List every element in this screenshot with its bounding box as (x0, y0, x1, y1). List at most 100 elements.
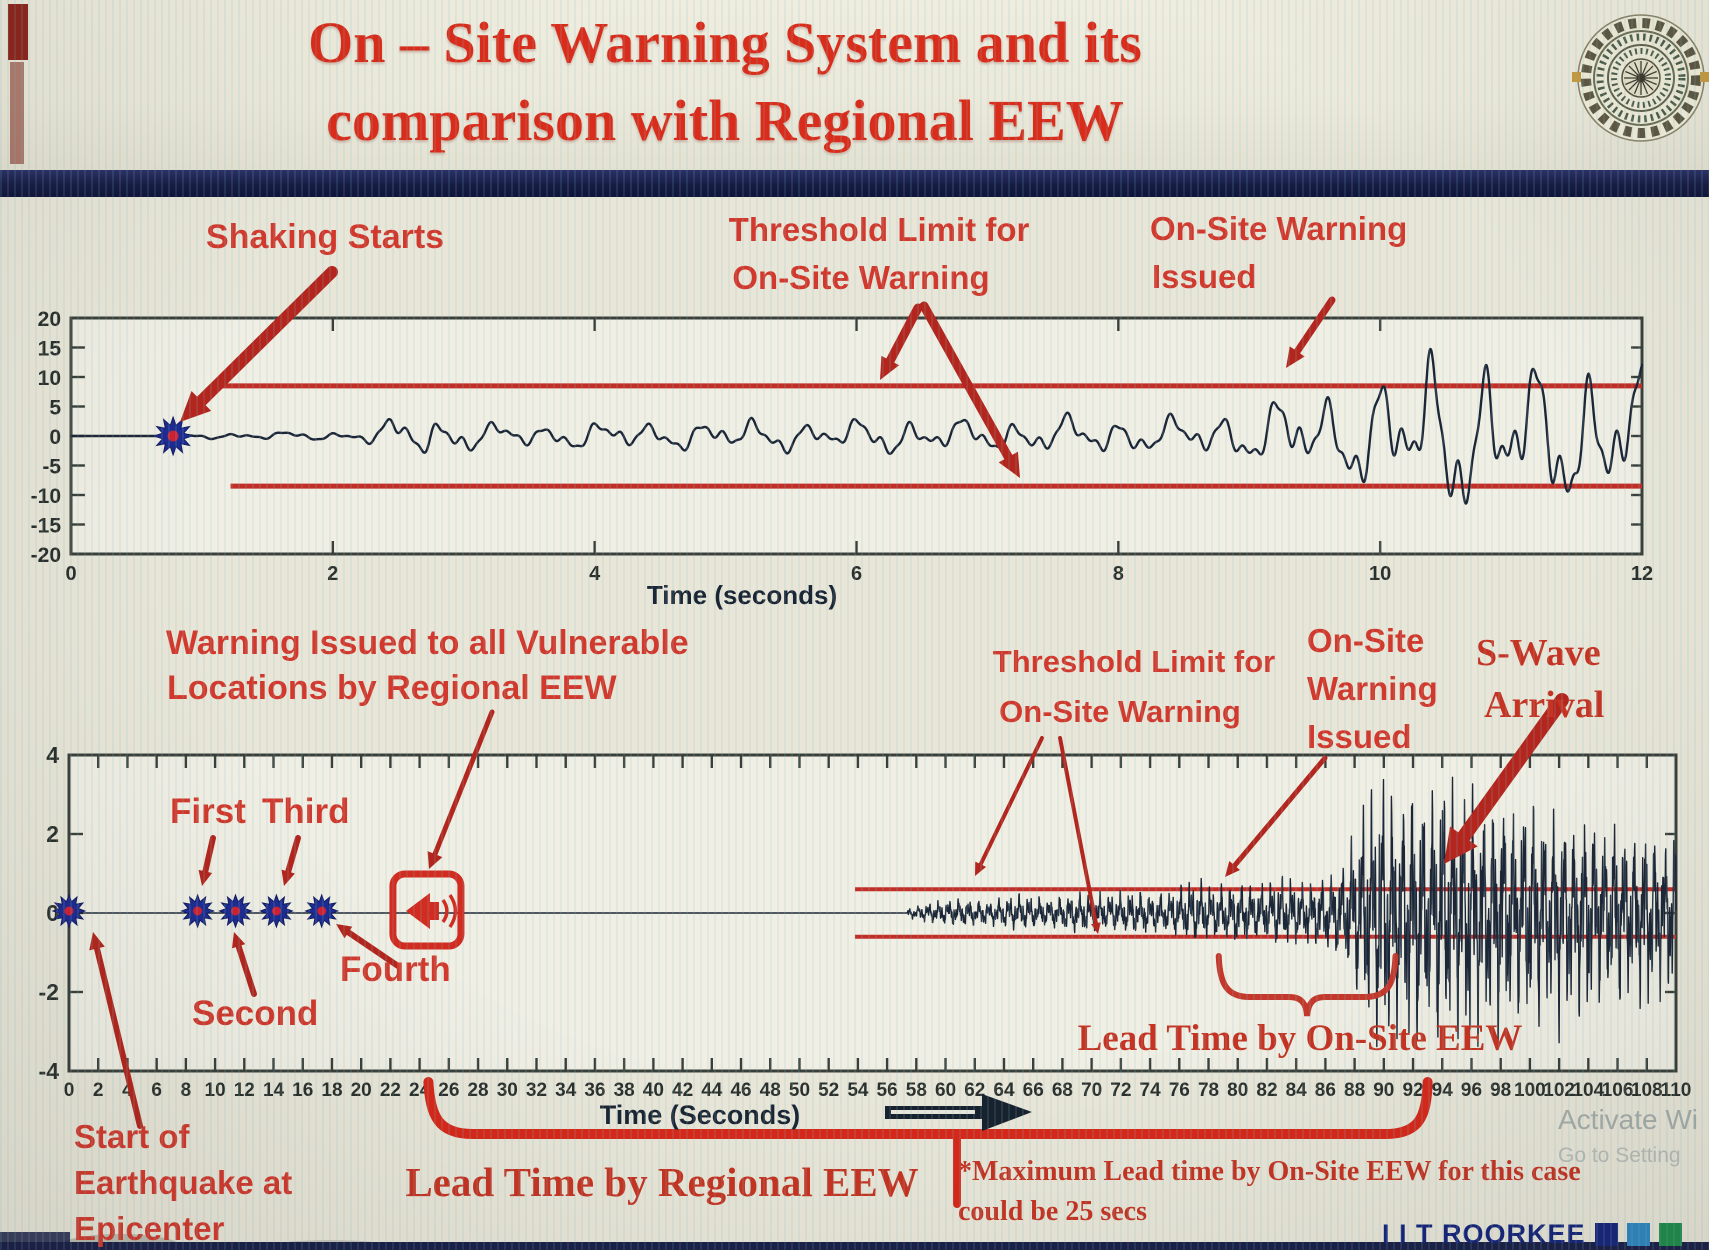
svg-text:62: 62 (964, 1080, 985, 1101)
time-axis-arrow-icon (885, 1094, 1032, 1131)
svg-text:10: 10 (1369, 563, 1391, 585)
svg-text:4: 4 (122, 1080, 133, 1101)
svg-text:-10: -10 (31, 485, 61, 508)
svg-text:46: 46 (730, 1080, 751, 1101)
onsite-warning-top-label-line2: Issued (1152, 258, 1257, 295)
svg-text:0: 0 (49, 426, 61, 449)
svg-text:76: 76 (1169, 1080, 1190, 1101)
max-leadtime-note-line1: *Maximum Lead time by On-Site EEW for th… (958, 1156, 1581, 1187)
lead-time-onsite-brace (1215, 953, 1399, 1017)
svg-text:-20: -20 (31, 544, 61, 567)
svg-text:2: 2 (93, 1080, 104, 1101)
svg-text:14: 14 (263, 1080, 285, 1101)
activate-windows-watermark-line1: Activate Wi (1558, 1104, 1699, 1135)
svg-text:70: 70 (1081, 1080, 1102, 1101)
svg-text:78: 78 (1198, 1080, 1219, 1101)
title-divider-bar (0, 170, 1709, 197)
top-chart-threshold-lines (221, 383, 1642, 489)
svg-text:66: 66 (1023, 1080, 1044, 1101)
svg-text:8: 8 (181, 1080, 192, 1101)
svg-text:88: 88 (1344, 1080, 1365, 1101)
svg-text:5: 5 (49, 397, 61, 420)
onsite-warning-bottom-arrow (1225, 755, 1328, 877)
swave-arrival-arrow (1444, 693, 1569, 864)
onsite-warning-bottom-label-line3: Issued (1307, 718, 1412, 755)
svg-text:80: 80 (1227, 1080, 1248, 1101)
svg-text:0: 0 (64, 1080, 75, 1101)
threshold-top-label-line1: Threshold Limit for (728, 211, 1030, 248)
regional-warning-arrow (427, 709, 495, 869)
bottom-chart-xlabel: Time (Seconds) (599, 1100, 801, 1130)
svg-text:12: 12 (234, 1080, 255, 1101)
bottom-edge-bar (0, 1232, 1709, 1250)
onsite-warning-top-arrow (1286, 296, 1336, 368)
footer-square-darkblue-icon (1594, 1223, 1618, 1246)
top-chart-waveform (69, 347, 1644, 505)
svg-text:8: 8 (1113, 563, 1124, 585)
svg-text:54: 54 (847, 1080, 869, 1101)
svg-text:0: 0 (65, 563, 76, 585)
svg-text:38: 38 (614, 1080, 635, 1101)
svg-text:6: 6 (151, 1080, 162, 1101)
svg-text:110: 110 (1661, 1080, 1692, 1101)
svg-text:-4: -4 (39, 1058, 60, 1084)
shaking-starts-marker (152, 415, 194, 457)
svg-text:16: 16 (292, 1080, 313, 1101)
svg-text:108: 108 (1631, 1080, 1663, 1101)
iit-roorkee-footer-text: I I T ROORKEE (1382, 1219, 1586, 1249)
title-band (0, 0, 1709, 170)
svg-text:-15: -15 (31, 515, 62, 538)
lead-time-regional-bracket (423, 1077, 1433, 1208)
svg-text:30: 30 (497, 1080, 518, 1101)
third-detection-label: Third (262, 792, 350, 831)
fourth-detection-label: Fourth (340, 950, 451, 989)
footer-square-lightblue-icon (1626, 1223, 1650, 1246)
svg-text:4: 4 (589, 563, 601, 585)
onsite-warning-bottom-label-line2: Warning (1307, 670, 1438, 707)
svg-text:82: 82 (1256, 1080, 1277, 1101)
svg-text:90: 90 (1373, 1080, 1394, 1101)
epicenter-label-line2: Earthquake at (74, 1164, 293, 1201)
svg-text:0: 0 (46, 900, 59, 926)
svg-text:44: 44 (701, 1080, 723, 1101)
shaking-starts-label: Shaking Starts (206, 218, 445, 256)
threshold-top-label-line2: On-Site Warning (732, 259, 990, 296)
shaking-starts-arrow (180, 266, 338, 422)
first-detection-arrow (198, 835, 216, 886)
page-title-line1: On – Site Warning System and its (308, 10, 1142, 75)
svg-text:10: 10 (38, 367, 61, 390)
svg-text:92: 92 (1402, 1080, 1423, 1101)
threshold-bottom-lower-arrow (1058, 736, 1101, 934)
svg-text:20: 20 (351, 1080, 372, 1101)
svg-text:10: 10 (205, 1080, 226, 1101)
svg-text:-2: -2 (39, 979, 59, 1005)
onsite-warning-bottom-label-line1: On-Site (1307, 622, 1425, 659)
epicenter-label-line3: Epicenter (74, 1210, 225, 1247)
svg-text:52: 52 (818, 1080, 839, 1101)
svg-text:-5: -5 (42, 456, 61, 479)
svg-text:6: 6 (851, 563, 862, 585)
svg-text:20: 20 (38, 308, 61, 331)
svg-text:32: 32 (526, 1080, 547, 1101)
first-detection-label: First (170, 792, 246, 831)
lead-time-regional-label: Lead Time by Regional EEW (405, 1159, 919, 1205)
swave-arrival-label-line2: Arrival (1484, 684, 1605, 726)
epicenter-arrow (89, 932, 143, 1129)
second-detection-label: Second (192, 994, 319, 1033)
svg-text:4: 4 (46, 742, 59, 768)
svg-text:96: 96 (1461, 1080, 1482, 1101)
svg-text:64: 64 (993, 1080, 1015, 1101)
third-detection-arrow (281, 835, 301, 886)
top-chart-xlabel: Time (seconds) (646, 580, 838, 610)
p-wave-detection-markers (51, 893, 340, 929)
iit-roorkee-footer: I I T ROORKEE (1382, 1219, 1682, 1250)
svg-text:74: 74 (1140, 1080, 1162, 1101)
svg-text:58: 58 (906, 1080, 927, 1101)
svg-text:106: 106 (1602, 1080, 1634, 1101)
svg-text:2: 2 (46, 821, 59, 847)
activate-windows-watermark-line2: Go to Setting (1558, 1144, 1681, 1167)
iit-roorkee-logo-icon (1572, 14, 1709, 142)
